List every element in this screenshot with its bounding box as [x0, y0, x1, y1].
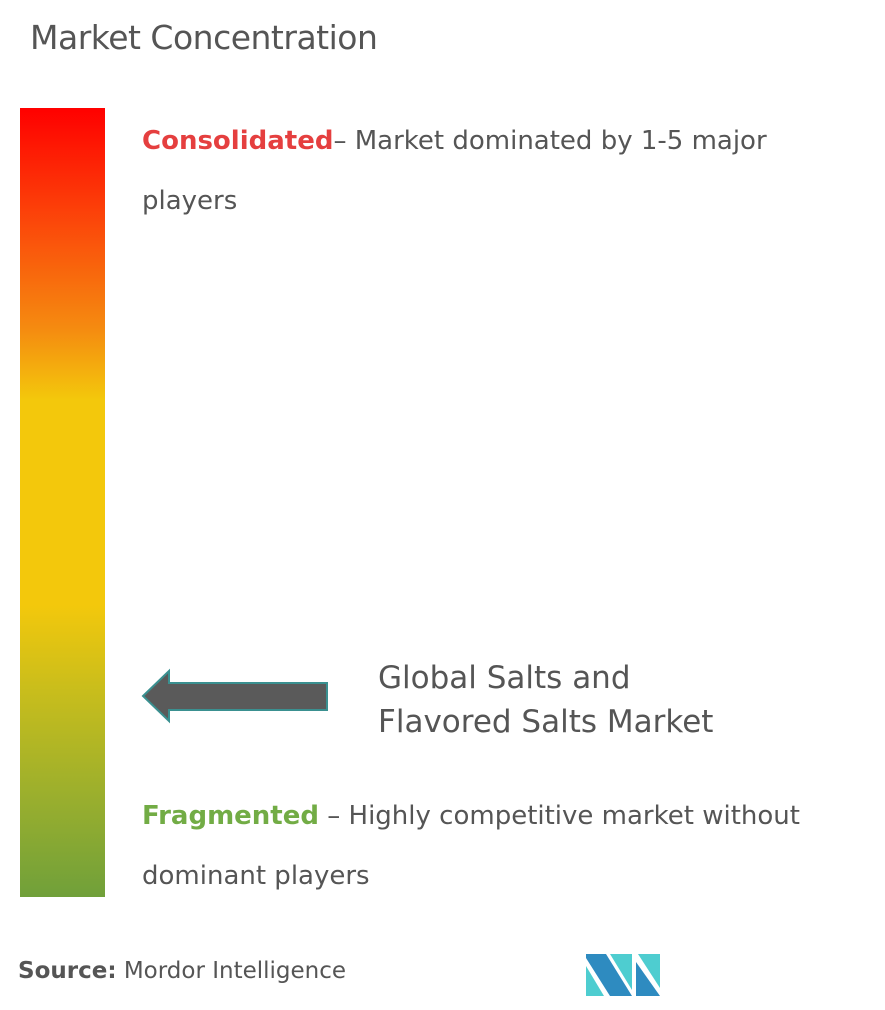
consolidated-label: Consolidated: [142, 126, 334, 156]
page-title: Market Concentration: [30, 18, 378, 57]
consolidated-text: – Market dominated by 1-5 major players: [142, 126, 767, 216]
fragmented-description: Fragmented – Highly competitive market w…: [142, 786, 842, 906]
consolidated-description: Consolidated– Market dominated by 1-5 ma…: [142, 111, 842, 231]
fragmented-label: Fragmented: [142, 801, 319, 831]
market-position-arrow-icon: [141, 668, 328, 724]
source-label: Source:: [18, 958, 117, 984]
fragmented-text: – Highly competitive market without domi…: [142, 801, 800, 891]
mordor-intelligence-logo-icon: [586, 954, 660, 996]
concentration-gradient-bar: [20, 108, 105, 897]
source: Source: Mordor Intelligence: [18, 958, 346, 984]
market-label: Global Salts and Flavored Salts Market: [378, 656, 713, 744]
market-label-line2: Flavored Salts Market: [378, 704, 714, 740]
source-text: Mordor Intelligence: [116, 958, 347, 984]
market-label-line1: Global Salts and: [378, 660, 631, 696]
